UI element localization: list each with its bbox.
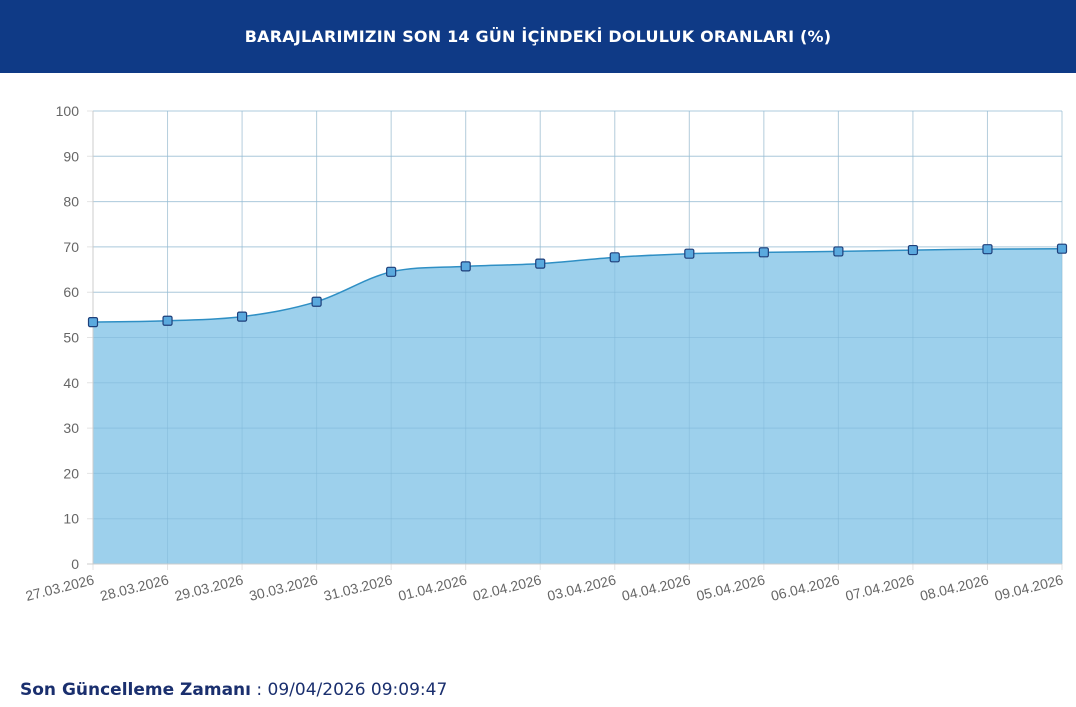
last-update-label: Son Güncelleme Zamanı <box>20 680 251 700</box>
y-tick-label: 70 <box>63 239 79 255</box>
data-point <box>386 266 397 277</box>
data-point <box>1056 243 1068 254</box>
data-point <box>982 244 993 255</box>
y-tick-label: 0 <box>71 556 79 572</box>
y-tick-label: 100 <box>56 103 80 119</box>
y-tick-label: 90 <box>63 148 79 164</box>
data-point <box>684 248 695 259</box>
last-update-separator: : <box>250 680 268 700</box>
fill-rate-area-chart: 0 10 20 30 40 50 60 70 80 90 100 27.03.2026 28.03.20… <box>24 103 1068 604</box>
y-tick-label: 40 <box>63 375 79 391</box>
data-point <box>535 258 546 269</box>
data-point <box>833 246 844 257</box>
data-point <box>758 247 769 258</box>
y-tick-label: 10 <box>63 511 79 527</box>
x-tick-label: 02.04.2026 <box>471 571 543 604</box>
x-tick-label: 28.03.2026 <box>98 571 170 604</box>
x-tick-label: 27.03.2026 <box>24 571 96 604</box>
data-point <box>162 315 173 326</box>
x-tick-label: 04.04.2026 <box>620 571 692 604</box>
data-point <box>460 261 471 272</box>
x-tick-label: 05.04.2026 <box>695 571 767 604</box>
data-point <box>609 252 620 263</box>
y-tick-label: 80 <box>63 194 79 210</box>
x-tick-label: 07.04.2026 <box>844 571 916 604</box>
data-point <box>236 311 248 322</box>
x-tick-label: 29.03.2026 <box>173 571 245 604</box>
data-point <box>311 296 322 307</box>
x-tick-label: 01.04.2026 <box>397 571 469 604</box>
data-point <box>907 244 919 256</box>
area-fill <box>93 248 1062 564</box>
x-tick-label: 06.04.2026 <box>769 571 841 604</box>
x-tick-label: 09.04.2026 <box>993 571 1065 604</box>
x-tick-label: 08.04.2026 <box>918 571 990 604</box>
last-update: Son Güncelleme Zamanı : 09/04/2026 09:09… <box>20 680 447 700</box>
y-tick-label: 50 <box>63 330 79 346</box>
y-tick-label: 30 <box>63 420 79 436</box>
x-tick-label: 03.04.2026 <box>546 571 618 604</box>
y-tick-label: 60 <box>63 284 79 300</box>
y-tick-label: 20 <box>63 465 79 481</box>
series-line <box>92 247 1063 323</box>
x-tick-label: 30.03.2026 <box>247 571 319 604</box>
last-update-value: 09/04/2026 09:09:47 <box>267 680 448 700</box>
data-point <box>87 316 99 328</box>
page-header: BARAJLARIMIZIN SON 14 GÜN İÇİNDEKİ DOLUL… <box>0 0 1076 73</box>
page-title: BARAJLARIMIZIN SON 14 GÜN İÇİNDEKİ DOLUL… <box>244 27 832 46</box>
x-tick-label: 31.03.2026 <box>322 571 394 604</box>
